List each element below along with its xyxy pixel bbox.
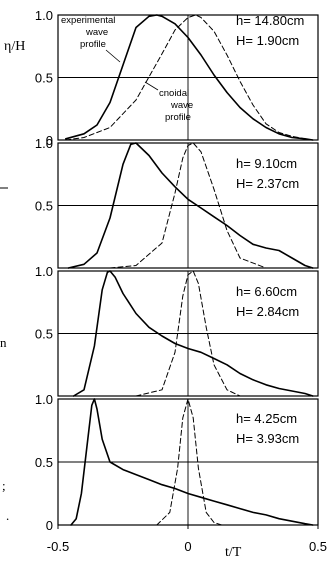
panel3-cnoidal-curve [135, 270, 241, 397]
panel4-ytick-label: 1.0 [35, 392, 53, 407]
y-axis-label: η/H [4, 39, 25, 54]
panel2-h-value: h= 9.10cm [236, 156, 297, 171]
panel1-experimental-curve [65, 14, 314, 141]
panel3-experimental-curve [72, 270, 314, 397]
panel4-experimental-curve [70, 398, 314, 526]
xtick-label: 0 [184, 539, 191, 554]
panel4-ytick-label: 0 [46, 518, 53, 533]
experimental-label-line2: wave [85, 27, 108, 38]
panel2-ytick-label: 1.0 [35, 136, 53, 151]
panel2-H-value: H= 2.37cm [236, 176, 299, 191]
plot-frames [57, 14, 319, 529]
panel1-h-value: h= 14.80cm [236, 13, 304, 28]
panel1-ytick-label: 0.5 [35, 71, 53, 86]
panel4-H-value: H= 3.93cm [236, 431, 299, 446]
axis-tick-labels: 00.51.00.51.00.51.000.51.0-0.5 0 0.5 [35, 8, 327, 554]
panel4-cnoidal-curve [156, 398, 223, 526]
xtick-label: -0.5 [47, 539, 69, 554]
panel1-H-value: H= 1.90cm [236, 33, 299, 48]
experimental-label-line1: experimental [61, 15, 115, 26]
experimental-pointer [105, 49, 121, 63]
experimental-label-line3: profile [80, 39, 106, 50]
cnoidal-label-line2: wave [170, 100, 193, 111]
panel2-cnoidal-curve [109, 142, 267, 269]
panel2-experimental-curve [67, 142, 314, 269]
panel1-ytick-label: 0 [46, 133, 53, 148]
panel3-ytick-label: 1.0 [35, 264, 53, 279]
panel4-ytick-label: 0.5 [35, 455, 53, 470]
panel4-h-value: h= 4.25cm [236, 411, 297, 426]
panel3-h-value: h= 6.60cm [236, 284, 297, 299]
wave-curves [65, 14, 314, 526]
x-axis-label: t/T [225, 545, 242, 560]
panel3-H-value: H= 2.84cm [236, 304, 299, 319]
panel1-ytick-label: 1.0 [35, 8, 53, 23]
cnoidal-label-line1: cnoidal [159, 88, 189, 99]
edge-mark-semicolon: ; [2, 478, 6, 493]
cnoidal-pointer [144, 81, 159, 91]
edge-mark-n: n [0, 335, 7, 350]
edge-mark-dot: . [6, 508, 9, 523]
panel1-cnoidal-curve [65, 14, 306, 141]
panel2-ytick-label: 0.5 [35, 199, 53, 214]
xtick-label: 0.5 [309, 539, 327, 554]
panel3-ytick-label: 0.5 [35, 327, 53, 342]
cnoidal-label-line3: profile [165, 112, 191, 123]
